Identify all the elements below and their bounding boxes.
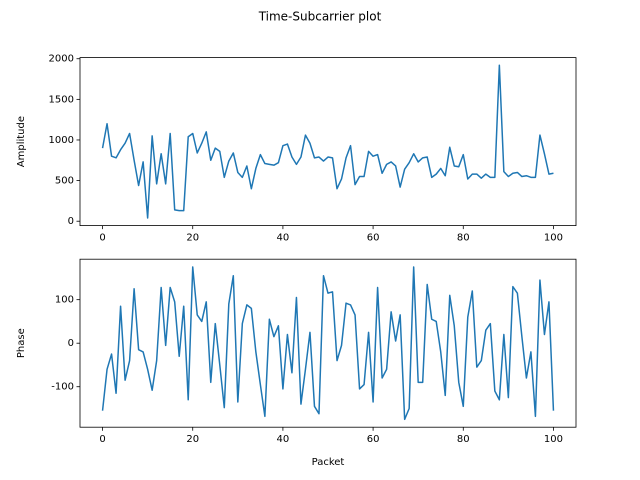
x-tick-label: 100 <box>544 233 563 244</box>
y-tick-label: 100 <box>55 295 74 306</box>
x-tick-label: 60 <box>367 233 380 244</box>
x-tick-label: 0 <box>99 233 105 244</box>
y-tick-label: 2000 <box>49 54 74 65</box>
y-axis-label: Amplitude <box>16 116 27 167</box>
y-tick-label: 0 <box>68 338 74 349</box>
x-tick-label: 80 <box>457 233 470 244</box>
x-tick-label: 80 <box>457 434 470 445</box>
y-tick-label: 0 <box>68 216 74 227</box>
y-tick-label: 1500 <box>49 94 74 105</box>
x-tick-label: 40 <box>277 233 290 244</box>
y-tick-label: -100 <box>51 382 74 393</box>
x-tick-label: 0 <box>99 434 105 445</box>
y-tick-label: 500 <box>55 176 74 187</box>
x-tick-label: 100 <box>544 434 563 445</box>
axes-frame <box>79 57 577 226</box>
x-tick-label: 20 <box>186 434 199 445</box>
x-tick-label: 60 <box>367 434 380 445</box>
figure-title: Time-Subcarrier plot <box>258 10 382 24</box>
x-axis-label: Packet <box>312 457 345 468</box>
x-tick-label: 20 <box>186 233 199 244</box>
data-line <box>101 266 555 421</box>
data-line <box>101 64 554 219</box>
axes-frame <box>79 258 577 428</box>
x-tick-label: 40 <box>277 434 290 445</box>
y-axis-label: Phase <box>16 328 27 358</box>
y-tick-label: 1000 <box>49 135 74 146</box>
